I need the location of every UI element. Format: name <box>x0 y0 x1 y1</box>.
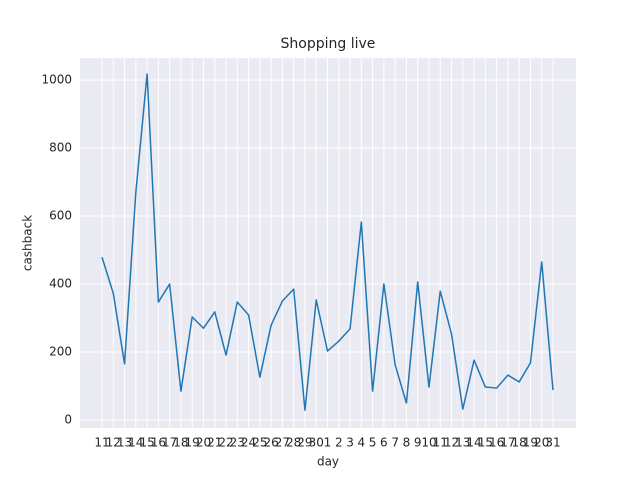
x-tick-label: 15 <box>478 436 493 450</box>
y-tick-label: 1000 <box>41 73 72 87</box>
x-tick-label: 30 <box>309 436 324 450</box>
x-tick-label: 5 <box>369 436 377 450</box>
x-tick-label: 26 <box>263 436 278 450</box>
x-tick-label: 21 <box>207 436 222 450</box>
x-tick-label: 23 <box>230 436 245 450</box>
x-tick-label: 20 <box>196 436 211 450</box>
x-tick-label: 8 <box>403 436 411 450</box>
x-tick-label: 13 <box>117 436 132 450</box>
x-tick-label: 16 <box>489 436 504 450</box>
x-tick-label: 18 <box>512 436 527 450</box>
x-tick-label: 7 <box>391 436 399 450</box>
x-tick-label: 19 <box>185 436 200 450</box>
x-tick-label: 11 <box>433 436 448 450</box>
x-tick-label: 19 <box>523 436 538 450</box>
x-tick-label: 12 <box>106 436 121 450</box>
x-tick-label: 1 <box>324 436 332 450</box>
chart-title: Shopping live <box>281 36 376 52</box>
x-tick-label: 24 <box>241 436 256 450</box>
line-series <box>101 73 554 411</box>
x-tick-label: 17 <box>162 436 177 450</box>
x-tick-label: 18 <box>173 436 188 450</box>
y-tick-label: 400 <box>49 277 72 291</box>
x-tick-label: 13 <box>455 436 470 450</box>
y-tick-label: 0 <box>64 413 72 427</box>
x-tick-label: 31 <box>545 436 560 450</box>
x-tick-label: 25 <box>252 436 267 450</box>
x-tick-label: 3 <box>346 436 354 450</box>
x-tick-label: 10 <box>421 436 436 450</box>
x-tick-label: 20 <box>534 436 549 450</box>
x-tick-label: 9 <box>414 436 422 450</box>
y-axis-label: cashback <box>21 215 35 271</box>
x-tick-label: 6 <box>380 436 388 450</box>
x-tick-label: 27 <box>275 436 290 450</box>
x-tick-label: 12 <box>444 436 459 450</box>
x-tick-label: 22 <box>218 436 233 450</box>
x-tick-label: 16 <box>151 436 166 450</box>
x-tick-label: 15 <box>139 436 154 450</box>
x-tick-label: 14 <box>466 436 481 450</box>
x-tick-label: 4 <box>358 436 366 450</box>
x-tick-label: 17 <box>500 436 515 450</box>
x-axis-label: day <box>317 455 339 469</box>
x-tick-label: 11 <box>94 436 109 450</box>
y-tick-label: 600 <box>49 209 72 223</box>
x-tick-label: 14 <box>128 436 143 450</box>
x-tick-label: 28 <box>286 436 301 450</box>
x-tick-label: 29 <box>297 436 312 450</box>
y-tick-label: 800 <box>49 141 72 155</box>
x-tick-label: 2 <box>335 436 343 450</box>
y-tick-label: 200 <box>49 345 72 359</box>
